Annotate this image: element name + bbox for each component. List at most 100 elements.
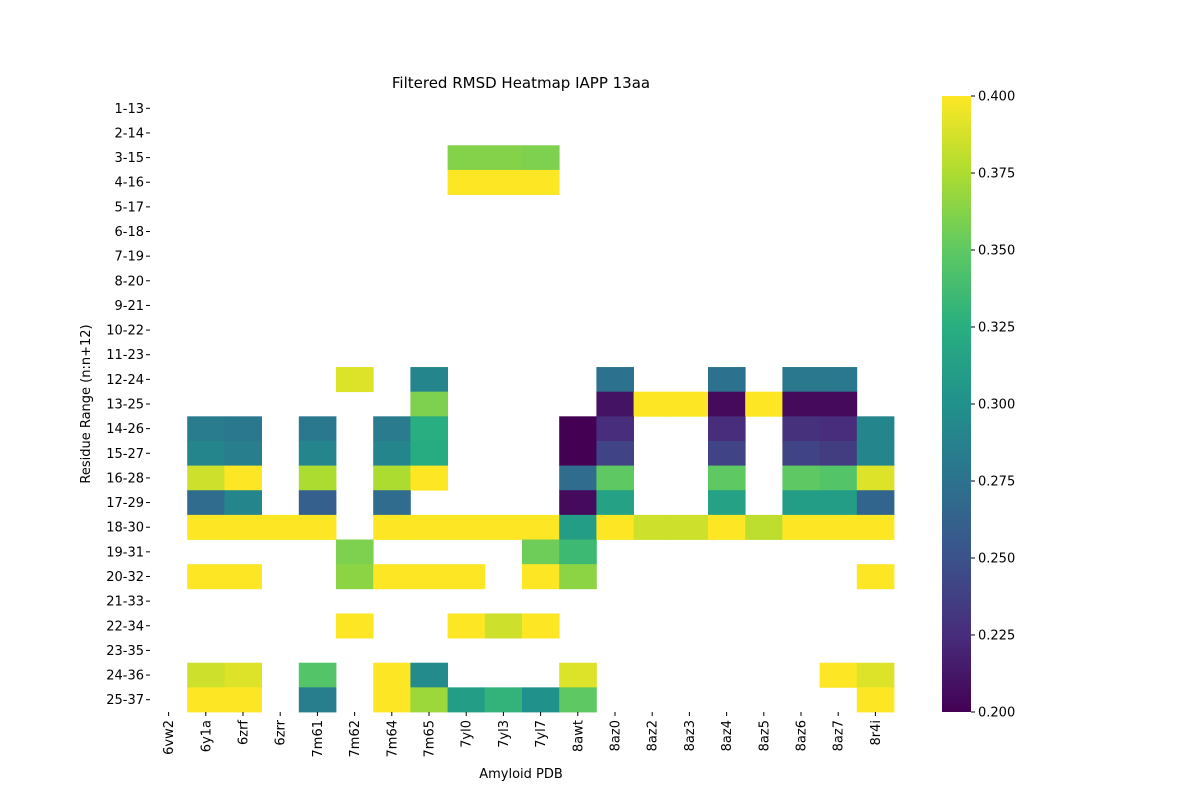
heatmap-cell	[819, 514, 858, 540]
y-tick-label: 15-27	[106, 447, 144, 462]
y-tick-label: 9-21	[114, 299, 144, 314]
y-tick-label: 18-30	[106, 521, 144, 536]
heatmap-cell	[298, 687, 337, 713]
y-tick-label: 17-29	[106, 496, 144, 511]
heatmap-cell	[782, 367, 820, 393]
heatmap-cell	[819, 490, 858, 516]
y-tick-label: 25-37	[106, 693, 144, 708]
x-tick-label: 8az3	[683, 720, 698, 751]
heatmap-cell	[224, 440, 262, 466]
colorbar-tick-label: 0.200	[978, 706, 1015, 721]
y-tick-label: 23-35	[106, 644, 144, 659]
heatmap-cell	[856, 465, 895, 491]
heatmap-cell	[336, 539, 374, 565]
heatmap-cell	[410, 440, 448, 466]
heatmap-cell	[373, 687, 411, 713]
heatmap-cell	[298, 465, 337, 491]
x-tick-label: 8az5	[757, 720, 772, 751]
chart-title: Filtered RMSD Heatmap IAPP 13aa	[392, 74, 650, 92]
heatmap-cell	[856, 440, 895, 466]
heatmap-cell	[819, 367, 858, 393]
heatmap-cell	[447, 564, 486, 590]
y-tick-label: 4-16	[114, 176, 144, 191]
heatmap-cell	[373, 465, 411, 491]
heatmap-cell	[670, 391, 709, 417]
heatmap-cell	[410, 465, 448, 491]
heatmap-cell	[819, 416, 858, 442]
heatmap-cell	[708, 367, 746, 393]
heatmap-cell	[298, 440, 337, 466]
heatmap-cell	[559, 440, 597, 466]
x-tick-label: 8az6	[795, 720, 810, 751]
heatmap-cell	[447, 687, 486, 713]
x-tick-label: 6vw2	[162, 720, 177, 755]
heatmap-cell	[410, 391, 448, 417]
x-tick-label: 6zrr	[274, 719, 289, 745]
heatmap-cell	[819, 465, 858, 491]
colorbar-tick-label: 0.275	[978, 475, 1015, 490]
heatmap-cell	[522, 169, 560, 195]
heatmap-cell	[410, 687, 448, 713]
heatmap-cell	[484, 613, 523, 639]
heatmap-cell	[633, 391, 672, 417]
heatmap-cell	[596, 367, 634, 393]
heatmap-cell	[819, 391, 858, 417]
heatmap-cell	[224, 662, 262, 688]
heatmap-cell	[298, 416, 337, 442]
heatmap-cell	[410, 416, 448, 442]
heatmap-cell	[856, 687, 895, 713]
heatmap-cell	[298, 662, 337, 688]
heatmap-cell	[708, 514, 746, 540]
heatmap-cell	[336, 564, 374, 590]
y-tick-label: 21-33	[106, 595, 144, 610]
heatmap-cell	[596, 514, 634, 540]
heatmap-cell	[224, 416, 262, 442]
y-tick-label: 19-31	[106, 545, 144, 560]
y-tick-label: 8-20	[114, 274, 144, 289]
y-tick-label: 7-19	[114, 250, 144, 265]
heatmap-cell	[782, 416, 820, 442]
heatmap-cell	[856, 490, 895, 516]
heatmap-cell	[447, 145, 486, 171]
heatmap-cell	[410, 367, 448, 393]
colorbar-tick-label: 0.350	[978, 244, 1015, 259]
x-tick-label: 8awt	[571, 720, 586, 752]
heatmap-cell	[596, 391, 634, 417]
heatmap-cell	[522, 514, 560, 540]
heatmap-cell	[187, 440, 225, 466]
y-tick-label: 13-25	[106, 398, 144, 413]
heatmap-cell	[596, 416, 634, 442]
y-tick-label: 24-36	[106, 669, 144, 684]
y-axis: 1-13 2-14 3-15 4-16 5-17 6-18 7-19 8-20 9-21 10-2…	[106, 102, 150, 708]
heatmap-cell	[522, 687, 560, 713]
x-tick-label: 7yl3	[497, 720, 512, 748]
x-tick-label: 8az2	[646, 720, 661, 751]
heatmap-cell	[373, 514, 411, 540]
heatmap-cell	[559, 416, 597, 442]
heatmap-cell	[187, 416, 225, 442]
heatmap-cell	[559, 465, 597, 491]
heatmap-cell	[187, 662, 225, 688]
heatmap-cell	[633, 514, 672, 540]
heatmap-cell	[745, 391, 783, 417]
heatmap-cell	[782, 514, 820, 540]
heatmap-cell	[298, 490, 337, 516]
heatmap-cell	[447, 514, 486, 540]
heatmap-cell	[187, 490, 225, 516]
heatmap-cell	[224, 465, 262, 491]
heatmap-cell	[522, 564, 560, 590]
heatmap-cell	[782, 465, 820, 491]
heatmap-cell	[373, 416, 411, 442]
heatmap-cell	[708, 465, 746, 491]
y-tick-label: 6-18	[114, 225, 144, 240]
heatmap-cell	[373, 490, 411, 516]
x-tick-label: 8az7	[832, 720, 847, 751]
heatmap-cell	[224, 687, 262, 713]
heatmap-cell	[484, 169, 523, 195]
heatmap-cell	[856, 662, 895, 688]
heatmap-cell	[187, 564, 225, 590]
x-tick-label: 7m64	[385, 720, 400, 757]
heatmap-cell	[559, 564, 597, 590]
heatmap-cell	[522, 145, 560, 171]
